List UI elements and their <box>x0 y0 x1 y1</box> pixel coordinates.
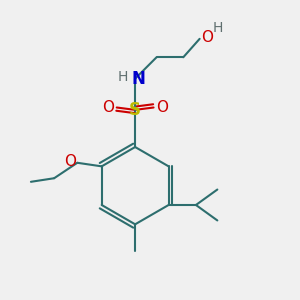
Text: H: H <box>118 70 128 84</box>
Text: H: H <box>212 20 223 34</box>
Text: O: O <box>156 100 168 115</box>
Text: O: O <box>102 100 114 115</box>
Text: S: S <box>129 101 141 119</box>
Text: O: O <box>201 30 213 45</box>
Text: O: O <box>64 154 76 169</box>
Text: N: N <box>131 70 145 88</box>
